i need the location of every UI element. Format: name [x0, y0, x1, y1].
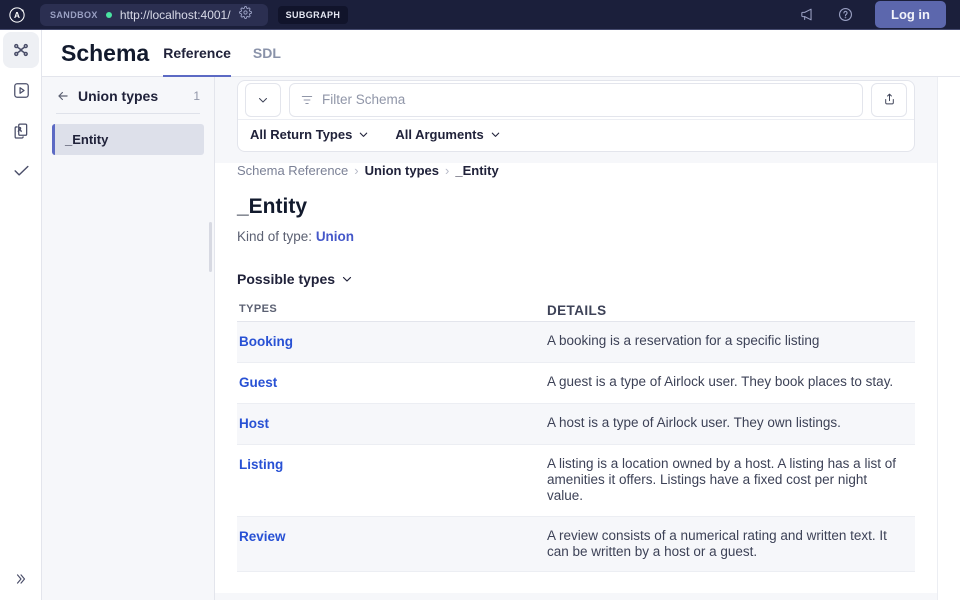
svg-text:A: A [14, 11, 20, 20]
